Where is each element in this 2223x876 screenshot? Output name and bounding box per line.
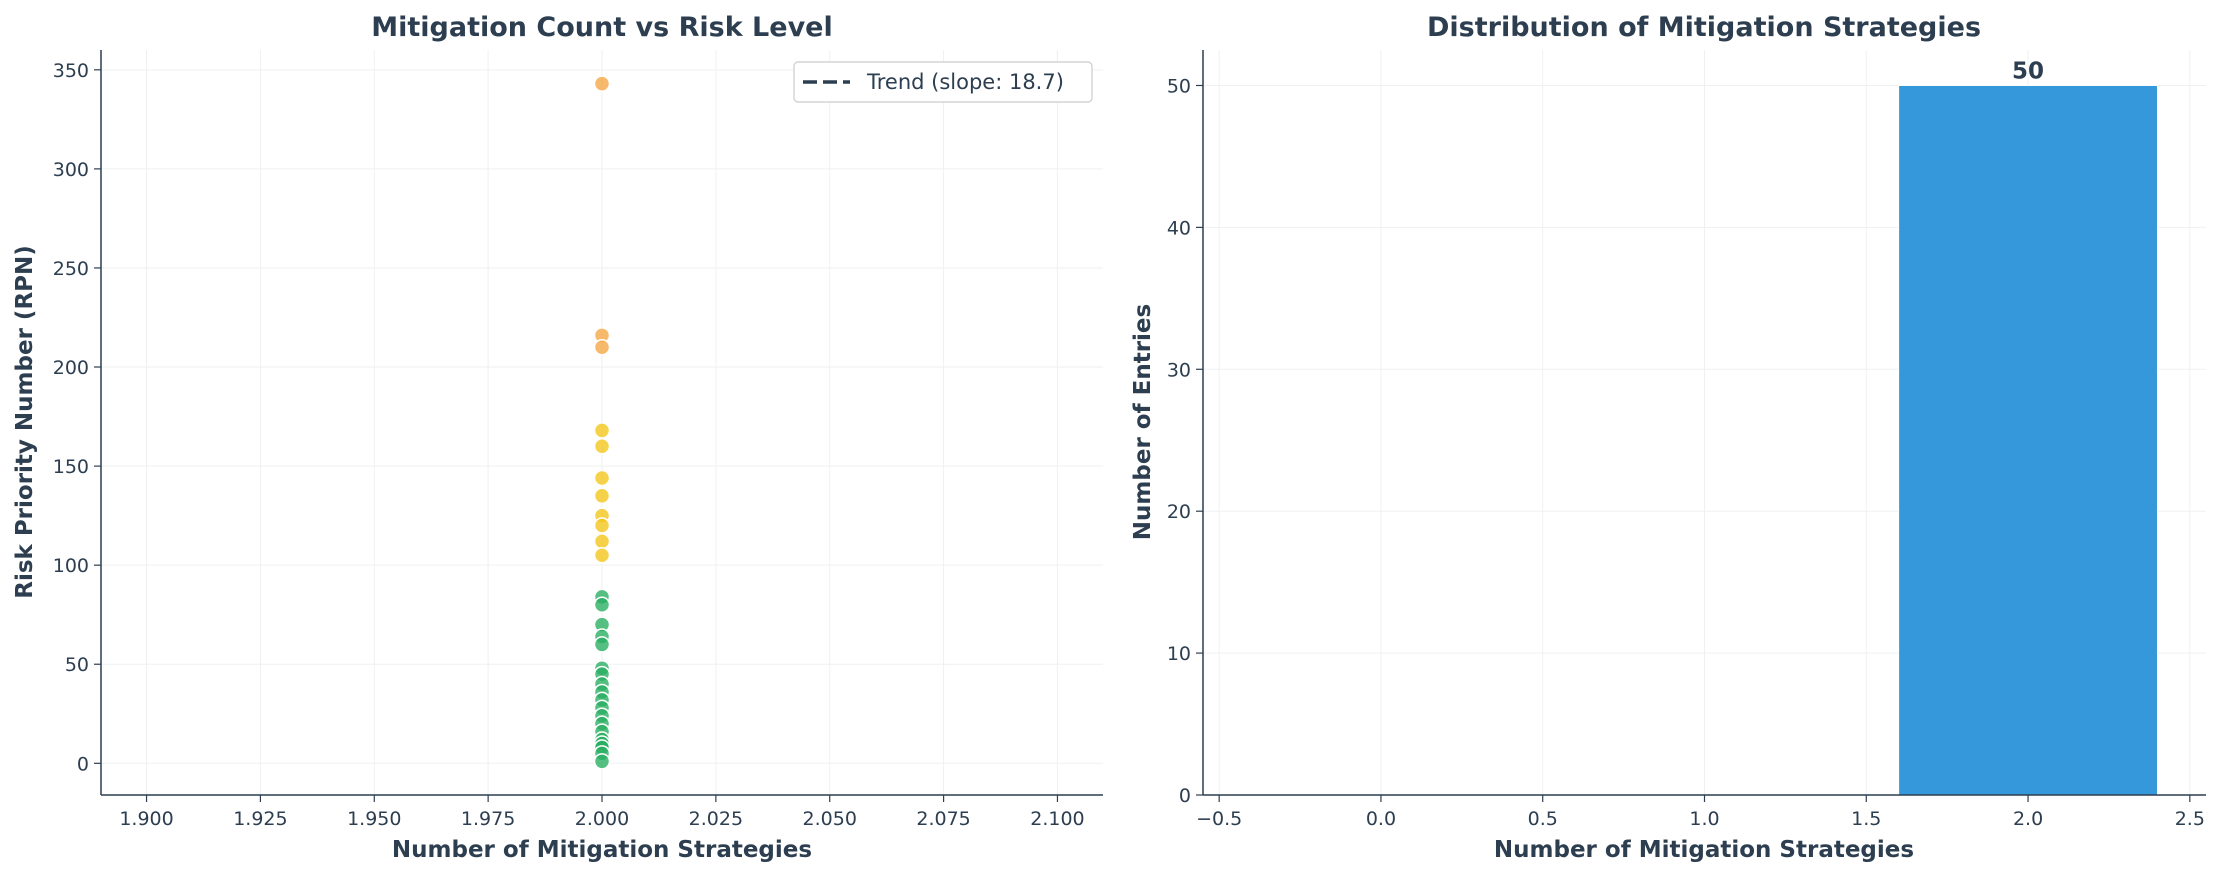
scatter-y-tick-label: 350 [53,60,89,82]
scatter-y-tick-label: 0 [77,753,89,775]
scatter-y-tick-label: 50 [65,654,89,676]
scatter-title: Mitigation Count vs Risk Level [371,12,833,43]
bar-y-tick-label: 30 [1167,359,1191,381]
scatter-point [593,753,611,770]
scatter-point [593,338,611,356]
scatter-point [593,636,611,653]
scatter-x-tick-label: 1.950 [347,808,401,830]
legend-trend-label: Trend (slope: 18.7) [866,70,1064,94]
scatter-points [593,75,611,770]
bar-y-tick-label: 10 [1167,643,1191,665]
bar-y-ticks: 0 10 20 30 40 50 [1167,75,1203,807]
scatter-y-tick-label: 100 [53,555,89,577]
bar-x-tick-label: 2.0 [2013,808,2043,830]
scatter-point [593,533,611,550]
bar-y-tick-label: 20 [1167,501,1191,523]
bar-x-label: Number of Mitigation Strategies [1494,837,1914,863]
scatter-panel: Mitigation Count vs Risk Level 1.900 1.92… [12,12,1103,863]
scatter-y-tick-label: 150 [53,456,89,478]
bar-title: Distribution of Mitigation Strategies [1427,12,1981,43]
scatter-x-ticks: 1.900 1.925 1.950 1.975 2.000 2.025 2.050 2.075… [119,795,1085,830]
scatter-x-tick-label: 1.900 [119,808,173,830]
scatter-point [593,438,611,455]
scatter-x-tick-label: 1.925 [233,808,287,830]
scatter-point [593,469,611,487]
scatter-point [593,422,611,439]
scatter-point [593,487,611,505]
legend-frame [793,61,1093,103]
bar-panel: Distribution of Mitigation Strategies 50… [1130,12,2206,863]
bar [1898,84,2158,796]
bar-x-tick-label: 2.5 [2175,808,2205,830]
bar-y-tick-label: 50 [1167,75,1191,97]
bar-x-tick-label: 0.0 [1366,808,1396,830]
scatter-point [593,596,611,614]
bar-x-tick-label: 0.5 [1528,808,1558,830]
bar-x-tick-label: −0.5 [1196,808,1242,830]
scatter-x-tick-label: 2.025 [689,808,743,830]
scatter-y-tick-label: 300 [53,159,89,181]
bar-x-tick-label: 1.0 [1689,808,1719,830]
bar-x-tick-label: 1.5 [1851,808,1881,830]
scatter-point [593,547,611,564]
scatter-point [593,517,611,534]
bar-bars: 50 [1898,58,2158,796]
bar-value-label: 50 [2012,58,2044,84]
scatter-x-tick-label: 2.000 [575,808,629,830]
scatter-x-tick-label: 2.100 [1030,808,1084,830]
scatter-y-ticks: 0 50 100 150 200 250 300 350 [53,60,101,775]
scatter-x-tick-label: 2.050 [803,808,857,830]
scatter-legend: Trend (slope: 18.7) [793,61,1093,103]
scatter-x-label: Number of Mitigation Strategies [392,837,812,863]
bar-y-label: Number of Entries [1130,304,1156,540]
scatter-x-tick-label: 2.075 [916,808,970,830]
scatter-y-label: Risk Priority Number (RPN) [12,245,38,599]
scatter-x-tick-label: 1.975 [461,808,515,830]
scatter-point [593,75,611,92]
scatter-grid [101,50,1103,795]
scatter-y-tick-label: 250 [53,258,89,280]
bar-y-tick-label: 40 [1167,217,1191,239]
scatter-y-tick-label: 200 [53,357,89,379]
bar-y-tick-label: 0 [1179,785,1191,807]
bar-x-ticks: −0.5 0.0 0.5 1.0 1.5 2.0 2.5 [1196,795,2205,830]
